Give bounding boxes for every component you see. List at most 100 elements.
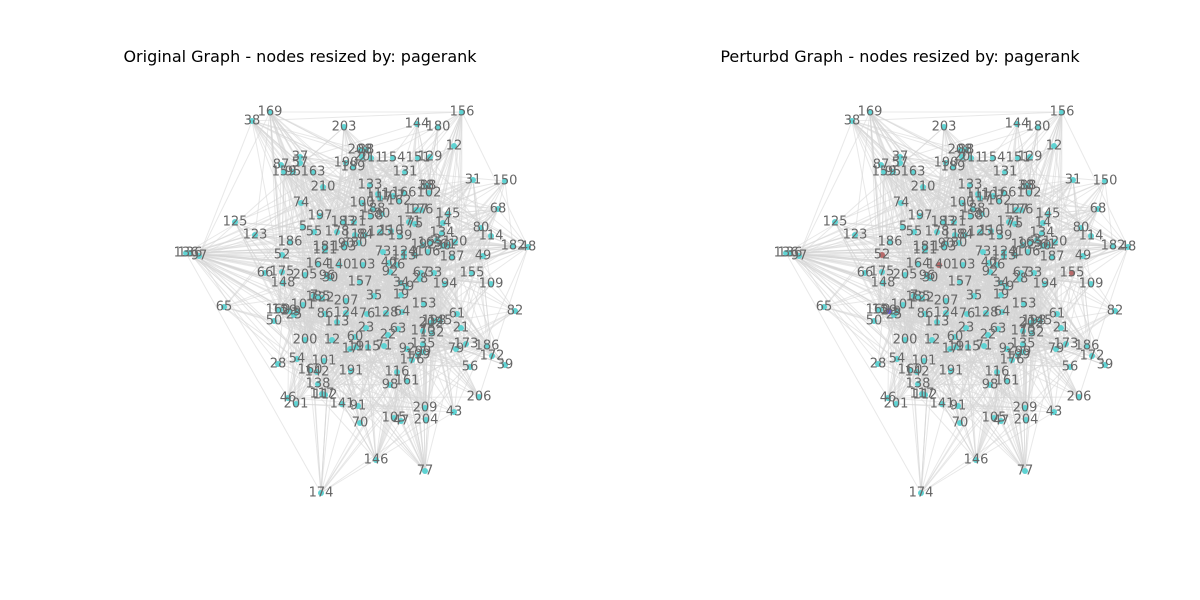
original-node	[329, 337, 335, 343]
perturbed-node	[998, 418, 1004, 424]
perturbed-node-label: 135	[1011, 337, 1036, 352]
original-node	[425, 249, 431, 255]
perturbed-node-label: 139	[988, 229, 1013, 244]
perturbed-node	[967, 182, 973, 188]
original-node-label: 155	[460, 266, 485, 281]
original-edge	[359, 310, 516, 424]
original-node-label: 26	[389, 258, 406, 273]
perturbed-edge	[851, 120, 952, 372]
original-edge	[321, 208, 499, 395]
original-node	[414, 121, 420, 127]
original-node	[320, 184, 326, 190]
original-node	[398, 280, 404, 286]
perturbed-node	[902, 337, 908, 343]
perturbed-edge	[869, 111, 947, 302]
perturbed-node-label: 74	[893, 196, 910, 211]
original-edge	[281, 245, 514, 273]
original-node-label: 148	[271, 276, 296, 291]
perturbed-node	[879, 252, 885, 258]
original-node-label: 80	[374, 207, 391, 222]
perturbed-node	[1020, 242, 1026, 248]
perturbed-edge	[889, 241, 1114, 247]
original-edge	[324, 339, 333, 396]
perturbed-node-label: 92	[982, 265, 999, 280]
original-node	[298, 200, 304, 206]
original-node-label: 146	[364, 453, 389, 468]
original-node-label: 156	[450, 105, 475, 120]
original-node	[445, 211, 451, 217]
perturbed-node-label: 112	[913, 388, 938, 403]
original-node-label: 125	[223, 215, 248, 230]
original-node-label: 162	[387, 194, 412, 209]
perturbed-node	[1067, 364, 1073, 370]
perturbed-node	[1049, 254, 1055, 260]
perturbed-edge	[851, 120, 972, 159]
perturbed-node	[1088, 233, 1094, 239]
original-node	[488, 281, 494, 287]
original-node-label: 174	[309, 486, 334, 501]
original-node	[422, 405, 428, 411]
original-node	[404, 346, 410, 352]
perturbed-node-label: 128	[974, 306, 999, 321]
original-node-label: 136	[178, 246, 203, 261]
perturbed-node	[1026, 190, 1032, 196]
perturbed-node-label: 109	[1079, 277, 1104, 292]
original-node-label: 74	[293, 196, 310, 211]
original-node	[347, 346, 353, 352]
perturbed-node	[893, 401, 899, 407]
original-node	[291, 312, 297, 318]
original-node	[422, 468, 428, 474]
original-node-label: 50	[266, 314, 283, 329]
perturbed-node-label: 91	[950, 399, 967, 414]
original-node	[427, 154, 433, 160]
perturbed-node	[957, 147, 963, 153]
original-node-label: 39	[497, 358, 514, 373]
original-node-label: 145	[436, 207, 461, 222]
perturbed-node	[971, 293, 977, 299]
original-edge	[375, 417, 395, 461]
perturbed-edge	[851, 120, 898, 360]
perturbed-node-label: 17	[942, 342, 959, 357]
perturbed-node-label: 176	[1000, 353, 1025, 368]
perturbed-node-label: 127	[1004, 203, 1029, 218]
original-edge	[269, 111, 281, 311]
perturbed-node-label: 208	[948, 143, 973, 158]
perturbed-node	[902, 272, 908, 278]
original-node-label: 37	[292, 150, 309, 165]
original-edge	[354, 234, 399, 330]
perturbed-node-label: 160	[898, 363, 923, 378]
original-node	[281, 169, 287, 175]
original-node-label: 113	[392, 249, 417, 264]
perturbed-edge	[920, 303, 1025, 494]
perturbed-node-label: 103	[951, 258, 976, 273]
perturbed-node-label: 80	[974, 207, 991, 222]
perturbed-node-label: 125	[968, 225, 993, 240]
original-edge	[319, 215, 408, 382]
original-node	[418, 207, 424, 213]
perturbed-node-label: 67	[1013, 266, 1030, 281]
original-node-label: 166	[392, 186, 417, 201]
perturbed-node	[999, 309, 1005, 315]
original-node-label: 84	[357, 228, 374, 243]
original-edge	[185, 252, 295, 316]
perturbed-node	[1084, 343, 1090, 349]
original-node-label: 17	[342, 342, 359, 357]
original-node-label: 64	[394, 305, 411, 320]
perturbed-node-label: 182	[1101, 239, 1126, 254]
perturbed-edge	[902, 281, 961, 306]
perturbed-node-label: 15	[872, 303, 889, 318]
perturbed-node	[1004, 346, 1010, 352]
perturbed-edge	[902, 304, 956, 338]
perturbed-node	[943, 160, 949, 166]
perturbed-node-label: 30	[1035, 239, 1052, 254]
original-node	[420, 349, 426, 355]
original-node	[249, 118, 255, 124]
original-node-label: 73	[375, 245, 392, 260]
perturbed-node-label: 82	[1107, 304, 1124, 319]
perturbed-node	[821, 304, 827, 310]
original-node	[277, 307, 283, 313]
original-node	[280, 280, 286, 286]
original-edge	[289, 241, 514, 247]
original-edge	[198, 226, 304, 257]
